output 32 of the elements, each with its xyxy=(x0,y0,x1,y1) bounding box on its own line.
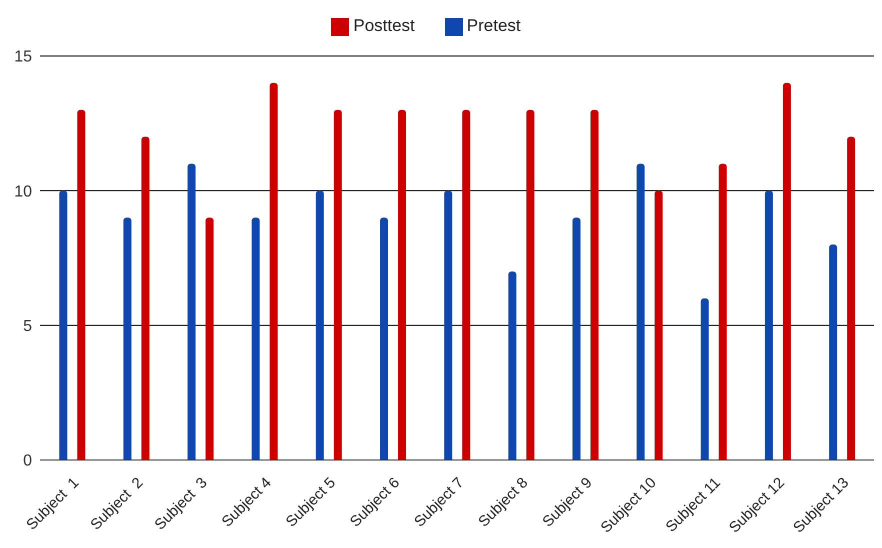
bar xyxy=(782,82,791,460)
bar xyxy=(636,164,645,460)
bar xyxy=(77,110,86,460)
bar xyxy=(508,271,516,460)
bar xyxy=(141,136,150,460)
y-tick-label: 0 xyxy=(23,452,32,470)
bar xyxy=(380,218,388,460)
y-tick-label: 10 xyxy=(14,183,32,200)
bar xyxy=(398,110,406,460)
bar xyxy=(206,218,214,460)
bar xyxy=(316,190,324,460)
bar xyxy=(526,110,534,460)
bar xyxy=(188,164,196,460)
bar xyxy=(718,164,727,460)
y-tick-label: 15 xyxy=(14,48,32,66)
bar xyxy=(829,244,838,460)
bar xyxy=(590,110,598,460)
bar xyxy=(572,218,580,460)
bar xyxy=(700,298,709,460)
bar xyxy=(444,190,452,460)
legend-label: Posttest xyxy=(353,16,415,35)
bar xyxy=(123,218,132,460)
y-tick-label: 5 xyxy=(23,318,32,336)
bar xyxy=(334,110,342,460)
bar xyxy=(654,190,663,460)
legend-label: Pretest xyxy=(466,16,521,35)
bar xyxy=(462,110,470,460)
bar xyxy=(847,136,856,460)
bar xyxy=(252,218,260,460)
bar xyxy=(270,82,278,460)
bar xyxy=(764,190,773,460)
bar xyxy=(59,190,68,460)
